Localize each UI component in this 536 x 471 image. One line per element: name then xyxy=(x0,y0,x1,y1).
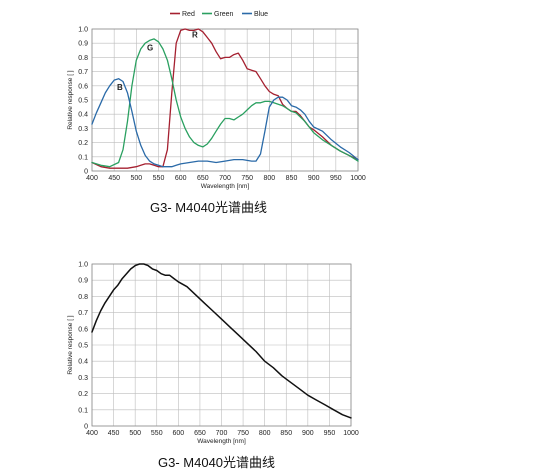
chart-2-y-tick-label: 0.4 xyxy=(78,359,88,366)
chart-1-y-tick-label: 0.8 xyxy=(78,55,88,62)
chart-2-x-tick-label: 600 xyxy=(172,430,184,437)
chart-2-x-tick-label: 700 xyxy=(216,430,228,437)
chart-2-x-tick-label: 800 xyxy=(259,430,271,437)
chart-1-x-tick-label: 1000 xyxy=(350,175,366,182)
chart-2-series-response-line xyxy=(91,263,352,419)
chart-1-y-axis-label: Relative response [ ] xyxy=(67,70,74,129)
chart-1-series-green-line xyxy=(91,38,359,168)
chart-1-annotation-r: R xyxy=(192,31,198,40)
chart-2-y-tick-label: 0 xyxy=(84,424,88,431)
chart-2-x-tick-label: 850 xyxy=(280,430,292,437)
chart-1-series-red-line xyxy=(91,28,359,169)
chart-1-caption: G3- M4040光谱曲线 xyxy=(150,200,268,215)
chart-2-x-tick-label: 400 xyxy=(86,430,98,437)
chart-1-x-tick-label: 400 xyxy=(86,175,98,182)
chart-1-x-tick-label: 800 xyxy=(263,175,275,182)
chart-1-x-tick-label: 500 xyxy=(130,175,142,182)
chart-2-caption: G3- M4040光谱曲线 xyxy=(158,455,276,470)
chart-1-series-blue-line xyxy=(91,78,359,168)
chart-1-y-tick-label: 0.7 xyxy=(78,69,88,76)
chart-1-legend-label-green: Green xyxy=(214,11,234,18)
chart-1-y-tick-label: 0 xyxy=(84,169,88,176)
chart-1-y-tick-label: 0.1 xyxy=(78,154,88,161)
chart-1-x-tick-label: 900 xyxy=(308,175,320,182)
chart-2-x-tick-label: 550 xyxy=(151,430,163,437)
chart-1-y-tick-label: 0.6 xyxy=(78,83,88,90)
chart-1-x-tick-label: 450 xyxy=(108,175,120,182)
chart-1-legend-label-red: Red xyxy=(182,11,195,18)
chart-1-annotation-b: B xyxy=(117,83,123,92)
chart-1-y-tick-label: 0.9 xyxy=(78,41,88,48)
chart-1-x-tick-label: 650 xyxy=(197,175,209,182)
chart-2-x-axis-label: Wavelength [nm] xyxy=(197,438,246,445)
chart-1-x-tick-label: 550 xyxy=(153,175,165,182)
chart-1-legend-label-blue: Blue xyxy=(254,11,268,18)
chart-2-y-tick-label: 0.8 xyxy=(78,294,88,301)
chart-2-x-tick-label: 450 xyxy=(108,430,120,437)
chart-2-frame xyxy=(91,263,352,427)
chart-2-x-tick-label: 750 xyxy=(237,430,249,437)
chart-2-y-tick-label: 1.0 xyxy=(78,262,88,269)
chart-2-y-tick-label: 0.7 xyxy=(78,310,88,317)
chart-2-y-tick-label: 0.9 xyxy=(78,278,88,285)
chart-2-y-tick-label: 0.6 xyxy=(78,326,88,333)
chart-1-frame xyxy=(91,28,359,172)
chart-1-x-tick-label: 700 xyxy=(219,175,231,182)
chart-1-x-axis-label: Wavelength [nm] xyxy=(201,183,250,190)
chart-2-y-tick-label: 0.2 xyxy=(78,391,88,398)
chart-2-y-tick-label: 0.3 xyxy=(78,375,88,382)
chart-1-x-tick-label: 950 xyxy=(330,175,342,182)
chart-2-x-tick-label: 950 xyxy=(324,430,336,437)
chart-1-x-tick-label: 600 xyxy=(175,175,187,182)
chart-1-y-tick-label: 0.5 xyxy=(78,98,88,105)
chart-2-x-tick-label: 650 xyxy=(194,430,206,437)
chart-2-x-tick-label: 1000 xyxy=(343,430,359,437)
chart-1-annotation-g: G xyxy=(147,43,153,52)
chart-1-y-tick-label: 1.0 xyxy=(78,27,88,34)
chart-2-y-axis-label: Relative response [ ] xyxy=(67,315,74,374)
chart-2-x-tick-label: 900 xyxy=(302,430,314,437)
chart-1-y-tick-label: 0.3 xyxy=(78,126,88,133)
chart-2-y-tick-label: 0.1 xyxy=(78,407,88,414)
chart-2-y-tick-label: 0.5 xyxy=(78,343,88,350)
chart-1-y-tick-label: 0.4 xyxy=(78,112,88,119)
chart-1-y-tick-label: 0.2 xyxy=(78,140,88,147)
chart-1-x-tick-label: 850 xyxy=(286,175,298,182)
chart-2-x-tick-label: 500 xyxy=(129,430,141,437)
chart-1-x-tick-label: 750 xyxy=(241,175,253,182)
